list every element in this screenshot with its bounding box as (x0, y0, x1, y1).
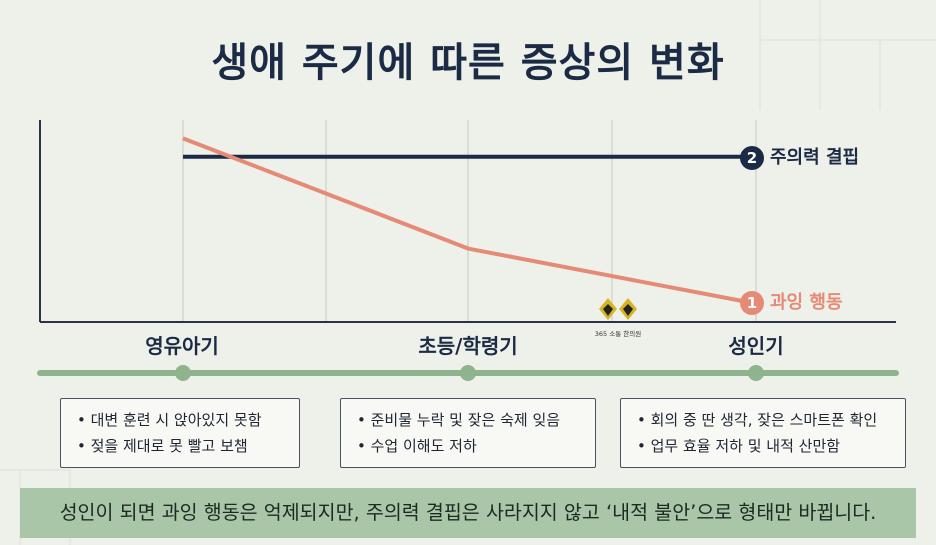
series-label-hyperactivity: 1 과잉 행동 (740, 288, 843, 315)
chart-grid (182, 120, 757, 322)
series-layer (182, 136, 757, 306)
list-item: 회의 중 딴 생각, 잦은 스마트폰 확인 (637, 407, 891, 433)
series-label-attention: 2 주의력 결핍 (740, 143, 859, 170)
series-name-attention: 주의력 결핍 (770, 146, 860, 168)
stage-box-school: 준비물 누락 및 잦은 숙제 잊음 수업 이해도 저하 (340, 398, 596, 468)
list-item: 수업 이해도 저하 (357, 433, 581, 459)
series-marker-2: 2 (740, 145, 764, 170)
timeline-dot-1 (460, 365, 476, 381)
series-marker-1: 1 (740, 290, 764, 315)
list-item: 대변 훈련 시 앉아있지 못함 (77, 407, 285, 433)
series-line-1 (182, 136, 757, 306)
timeline-dots (175, 365, 764, 381)
logo-text: 365 소통 한의원 (594, 330, 642, 338)
page-title: 생애 주기에 따른 증상의 변화 (211, 40, 725, 86)
stage-label-infant: 영유아기 (145, 334, 219, 358)
list-item: 준비물 누락 및 잦은 숙제 잊음 (357, 407, 581, 433)
timeline-dot-0 (175, 365, 191, 381)
summary-banner: 성인이 되면 과잉 행동은 억제되지만, 주의력 결핍은 사라지지 않고 ‘내적… (20, 488, 916, 538)
series-name-hyperactivity: 과잉 행동 (770, 291, 843, 313)
list-item: 업무 효율 저하 및 내적 산만함 (637, 433, 891, 459)
stage-label-adult: 성인기 (728, 334, 784, 358)
timeline-dot-2 (748, 365, 764, 381)
stage-label-school: 초등/학령기 (418, 334, 518, 358)
list-item: 젖을 제대로 못 빨고 보챔 (77, 433, 285, 459)
stage-box-infant: 대변 훈련 시 앉아있지 못함 젖을 제대로 못 빨고 보챔 (60, 398, 300, 468)
clinic-logo: 365 소통 한의원 (588, 296, 648, 342)
stage-box-adult: 회의 중 딴 생각, 잦은 스마트폰 확인 업무 효율 저하 및 내적 산만함 (620, 398, 906, 468)
diamond-logo-icon (599, 298, 637, 320)
